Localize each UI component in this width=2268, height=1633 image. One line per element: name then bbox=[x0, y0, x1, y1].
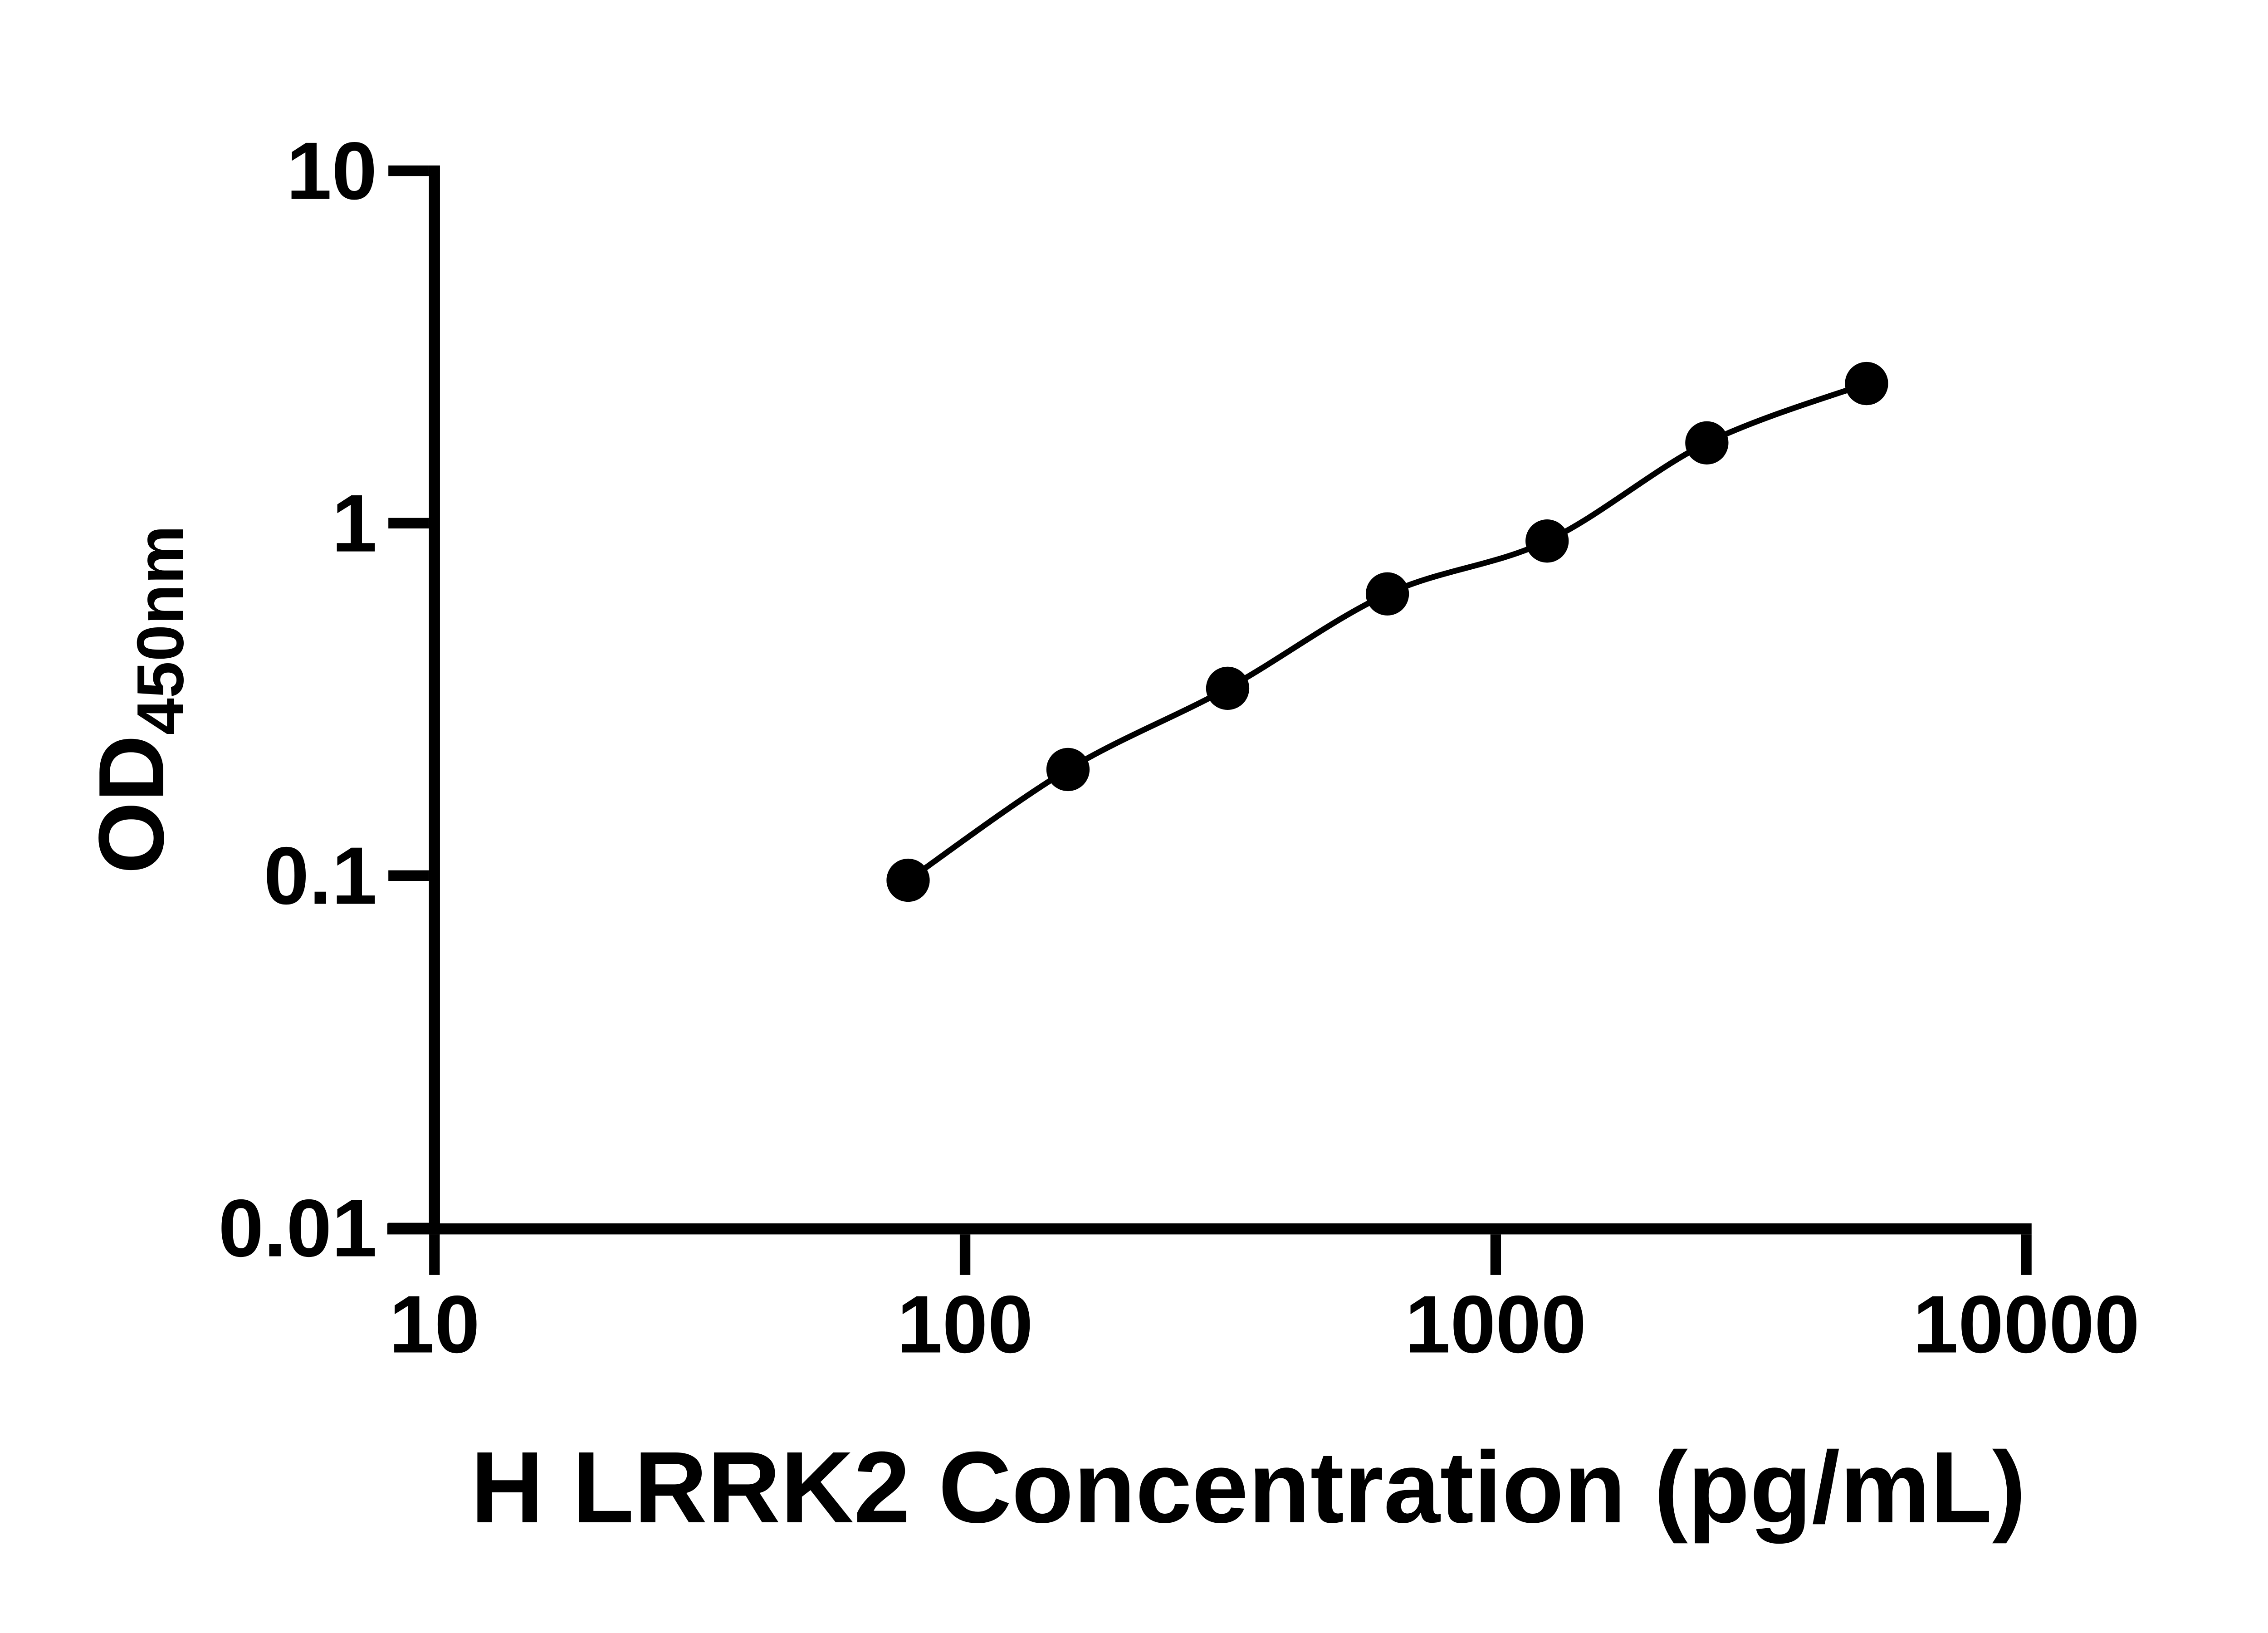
x-tick-label: 10 bbox=[389, 1279, 480, 1370]
x-tick-label: 10000 bbox=[1913, 1279, 2140, 1370]
y-tick-label: 1 bbox=[332, 478, 377, 569]
svg-text:OD450nm: OD450nm bbox=[80, 525, 197, 874]
data-point bbox=[1685, 421, 1729, 464]
x-tick-label: 1000 bbox=[1405, 1279, 1586, 1370]
y-axis-title-main: OD bbox=[80, 735, 183, 874]
fitted-curve-line bbox=[906, 381, 1868, 883]
x-axis-title: H LRRK2 Concentration (pg/mL) bbox=[470, 1431, 2026, 1544]
data-point bbox=[1525, 519, 1569, 563]
y-tick-label: 10 bbox=[286, 126, 377, 217]
data-point bbox=[1845, 362, 1888, 406]
y-axis-title-subscript: 450nm bbox=[123, 525, 197, 735]
data-point bbox=[1365, 572, 1409, 616]
data-point bbox=[1206, 666, 1250, 710]
data-point bbox=[1046, 748, 1090, 792]
y-tick-label: 0.1 bbox=[264, 831, 377, 922]
plot-area: 10 100 1000 10000 10 1 0.1 0.01 bbox=[218, 126, 2140, 1370]
data-point bbox=[886, 858, 930, 902]
x-tick-label: 100 bbox=[897, 1279, 1033, 1370]
y-tick-label: 0.01 bbox=[218, 1183, 377, 1274]
y-axis-title: OD450nm bbox=[80, 525, 197, 874]
